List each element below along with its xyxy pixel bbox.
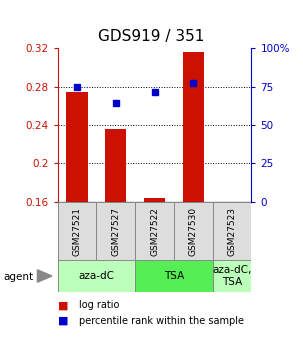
Text: GSM27527: GSM27527: [111, 207, 120, 256]
Bar: [66, 92, 88, 202]
Bar: [183, 52, 204, 202]
Text: log ratio: log ratio: [79, 300, 119, 310]
Text: GDS919 / 351: GDS919 / 351: [98, 29, 205, 44]
Bar: [105, 129, 126, 202]
Text: percentile rank within the sample: percentile rank within the sample: [79, 316, 244, 326]
Text: ■: ■: [58, 300, 68, 310]
Bar: [144, 198, 165, 202]
Bar: [135, 202, 174, 260]
Text: GSM27523: GSM27523: [228, 207, 237, 256]
Text: GSM27522: GSM27522: [150, 207, 159, 256]
Text: aza-dC,
TSA: aza-dC, TSA: [212, 265, 252, 287]
Text: TSA: TSA: [164, 271, 184, 281]
Text: ■: ■: [58, 316, 68, 326]
Text: agent: agent: [3, 272, 33, 282]
Bar: [135, 260, 213, 292]
Bar: [213, 202, 251, 260]
Bar: [213, 260, 251, 292]
Polygon shape: [38, 270, 52, 282]
Text: GSM27530: GSM27530: [189, 207, 198, 256]
Bar: [58, 202, 96, 260]
Text: GSM27521: GSM27521: [72, 207, 82, 256]
Bar: [174, 202, 213, 260]
Bar: [96, 202, 135, 260]
Text: aza-dC: aza-dC: [78, 271, 114, 281]
Bar: [58, 260, 135, 292]
